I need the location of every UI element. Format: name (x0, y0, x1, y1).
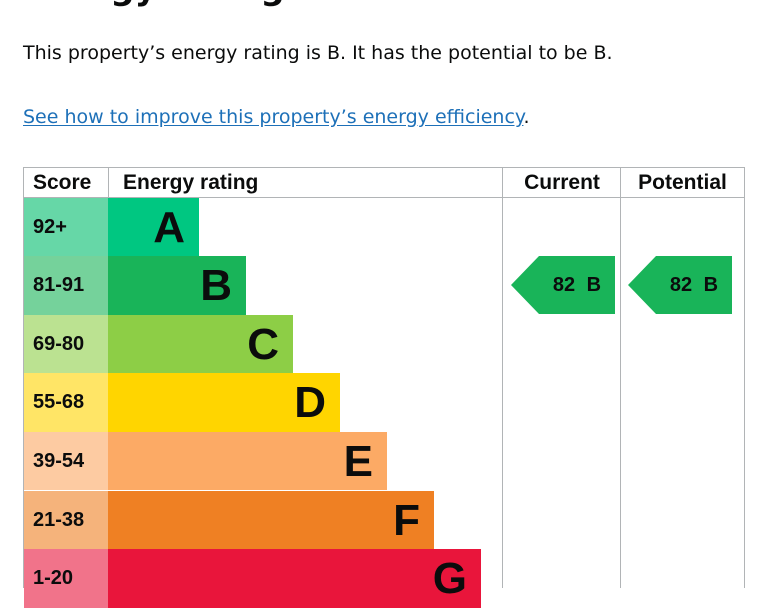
rating-band-e: 39-54 E (24, 431, 744, 491)
band-bar: G (108, 549, 481, 608)
energy-rating-chart: Score Energy rating Current Potential 92… (23, 167, 745, 608)
band-letter: G (432, 554, 467, 604)
column-divider (502, 168, 503, 588)
band-letter: C (247, 319, 279, 369)
potential-rating-label: 82 B (669, 274, 719, 297)
band-score: 39-54 (24, 431, 108, 491)
band-letter: A (153, 202, 185, 252)
band-letter: F (393, 495, 420, 545)
current-rating-arrow: 82 B (511, 256, 615, 315)
band-score: 55-68 (24, 373, 108, 432)
header-score: Score (33, 171, 92, 194)
improve-link-paragraph: See how to improve this property’s energ… (23, 106, 530, 128)
header-potential: Potential (638, 171, 727, 194)
band-letter: B (200, 261, 232, 311)
band-letter: D (294, 378, 326, 428)
header-current: Current (524, 171, 600, 194)
band-bar: B (108, 256, 246, 315)
rating-band-g: 1-20 G (24, 549, 744, 608)
band-score: 21-38 (24, 490, 108, 550)
band-bar: A (108, 197, 199, 257)
band-score: 92+ (24, 197, 108, 257)
band-bar: C (108, 314, 293, 374)
arrow-shape-icon (511, 256, 615, 315)
band-score: 69-80 (24, 314, 108, 374)
band-score: 81-91 (24, 256, 108, 315)
band-score: 1-20 (24, 549, 108, 608)
column-divider (108, 168, 109, 197)
rating-summary: This property’s energy rating is B. It h… (23, 42, 613, 64)
header-divider (24, 197, 744, 198)
page-heading: Energy rating (23, 0, 285, 8)
rating-band-b: 81-91 B (24, 256, 744, 315)
current-rating-label: 82 B (552, 274, 602, 297)
header-energy-rating: Energy rating (123, 171, 259, 194)
band-bar: E (108, 431, 387, 491)
rating-band-a: 92+ A (24, 197, 744, 257)
rating-band-d: 55-68 D (24, 373, 744, 432)
rating-band-f: 21-38 F (24, 490, 744, 550)
column-divider (620, 168, 621, 588)
band-bar: D (108, 373, 340, 432)
potential-rating-arrow: 82 B (628, 256, 732, 315)
band-bar: F (108, 490, 434, 550)
link-suffix: . (523, 106, 530, 128)
rating-band-c: 69-80 C (24, 314, 744, 374)
arrow-shape-icon (628, 256, 732, 315)
band-letter: E (343, 436, 373, 486)
improve-efficiency-link[interactable]: See how to improve this property’s energ… (23, 106, 524, 128)
